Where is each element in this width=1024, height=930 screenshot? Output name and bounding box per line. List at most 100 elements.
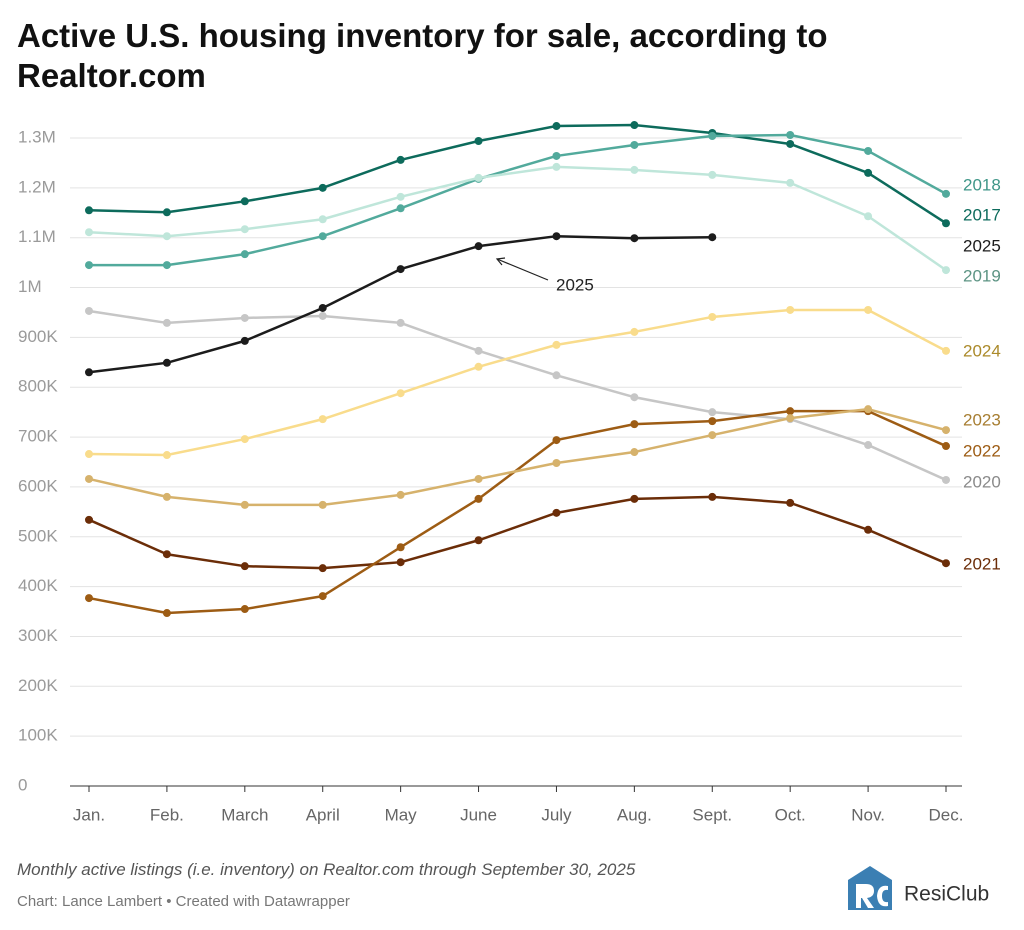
series-point [396, 543, 405, 552]
y-tick-label: 700K [18, 427, 58, 446]
series-line [88, 409, 947, 615]
x-tick-label: Oct. [775, 805, 806, 824]
series-point [474, 474, 483, 483]
series-label: 2017 [963, 205, 1001, 224]
series-point [630, 165, 639, 174]
series: 2024 [85, 305, 1001, 460]
y-tick-label: 100K [18, 726, 58, 745]
annotation: 2025 [556, 275, 594, 294]
series: 2019 [85, 162, 1001, 285]
series-point [240, 562, 249, 571]
series-point [630, 420, 639, 429]
series-point [162, 550, 171, 559]
y-tick-label: 1M [18, 277, 42, 296]
x-tick-label: Sept. [692, 805, 732, 824]
series-point [85, 368, 93, 377]
series-point [240, 500, 249, 509]
series-line [88, 165, 947, 272]
series-point [474, 346, 483, 355]
series-line [88, 234, 713, 374]
series-point [630, 448, 639, 457]
series-point [240, 605, 249, 614]
x-tick-label: Feb. [150, 805, 184, 824]
series-point [786, 139, 795, 148]
series-point [942, 219, 950, 228]
series-point [630, 393, 639, 402]
series-point [786, 178, 795, 187]
series-point [552, 436, 561, 445]
series-point [85, 228, 93, 237]
series: 2021 [85, 492, 1001, 573]
series-point [942, 266, 950, 275]
series-point [786, 407, 795, 416]
series-point [552, 508, 561, 517]
series-point [396, 192, 405, 201]
y-tick-label: 1.1M [18, 227, 56, 246]
series-point [318, 303, 327, 312]
series-point [942, 189, 950, 198]
series-point [708, 170, 717, 179]
series-line [88, 308, 947, 457]
series-point [552, 122, 561, 131]
y-tick-label: 400K [18, 576, 58, 595]
x-tick-label: June [460, 805, 497, 824]
series-point [942, 559, 950, 568]
series-point [864, 212, 873, 221]
series-label: 2025 [963, 236, 1001, 255]
series-point [864, 146, 873, 155]
series-point [708, 233, 717, 242]
series-label: 2018 [963, 175, 1001, 194]
series-point [318, 183, 327, 192]
series-point [708, 431, 717, 440]
series-line [88, 407, 947, 507]
annotation-arrow [496, 258, 549, 281]
series-point [708, 132, 717, 141]
series: 2020 [85, 306, 1001, 491]
logo-text: ResiClub [904, 883, 989, 906]
y-tick-label: 900K [18, 327, 58, 346]
series-point [864, 405, 873, 414]
chart-title: Active U.S. housing inventory for sale, … [17, 17, 828, 94]
series-line [88, 309, 947, 482]
series-point [318, 500, 327, 509]
series-point [708, 408, 717, 417]
series-line [88, 495, 947, 570]
y-tick-label: 800K [18, 377, 58, 396]
series-point [786, 131, 795, 140]
series-point [864, 305, 873, 314]
series-point [786, 498, 795, 507]
x-tick-label: Nov. [851, 805, 885, 824]
series-point [630, 234, 639, 243]
series-point [786, 414, 795, 423]
y-tick-label: 0 [18, 775, 27, 794]
series-point [396, 155, 405, 164]
series-point [474, 494, 483, 503]
series-label: 2022 [963, 441, 1001, 460]
series-point [318, 311, 327, 320]
series: 2022 [85, 407, 1001, 618]
x-tick-label: Jan. [73, 805, 105, 824]
series-point [474, 362, 483, 371]
series-point [708, 492, 717, 501]
series-label: 2023 [963, 410, 1001, 429]
series-point [630, 327, 639, 336]
series-point [552, 340, 561, 349]
series-point [240, 435, 249, 444]
logo-icon [848, 866, 892, 910]
series-point [396, 389, 405, 398]
series-label: 2021 [963, 554, 1001, 573]
series-point [630, 140, 639, 149]
series-point [162, 492, 171, 501]
series-point [318, 215, 327, 224]
series-point [85, 261, 93, 270]
series-point [552, 371, 561, 380]
series-point [318, 415, 327, 424]
series-label: 2024 [963, 341, 1001, 360]
series-point [240, 197, 249, 206]
series: 2017 [85, 121, 1001, 228]
series-point [85, 515, 93, 524]
series-point [162, 232, 171, 241]
series-point [552, 232, 561, 241]
series-point [162, 609, 171, 618]
